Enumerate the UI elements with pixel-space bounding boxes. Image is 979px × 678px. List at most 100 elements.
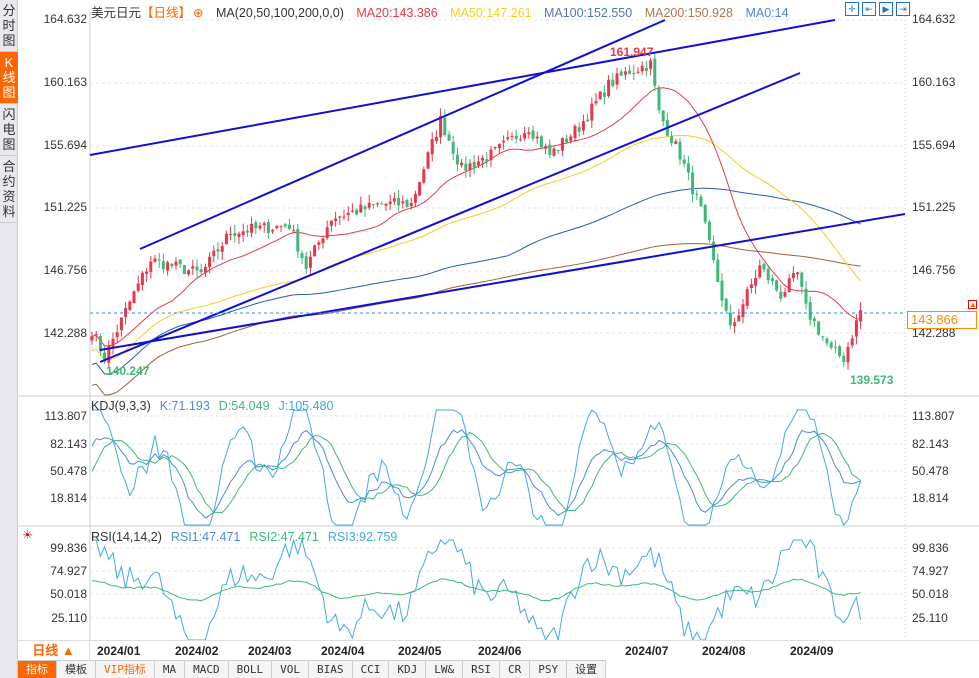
tab-psy[interactable]: PSY: [530, 661, 568, 678]
tab-rsi[interactable]: RSI: [463, 661, 500, 678]
candle-body: [644, 67, 648, 71]
sun-icon[interactable]: ☀: [22, 528, 33, 542]
candle-body: [296, 229, 300, 252]
candle-body: [451, 142, 455, 154]
candle-body: [94, 334, 98, 336]
candle-body: [237, 233, 241, 238]
zoom-range-icon[interactable]: ⇤: [862, 2, 876, 16]
ma-settings[interactable]: MA(20,50,100,200,0,0): [216, 6, 344, 20]
play-icon[interactable]: ▶: [879, 2, 893, 16]
candle-body: [502, 140, 506, 143]
tab-kdj[interactable]: KDJ: [389, 661, 427, 678]
candle-body: [670, 136, 674, 144]
tab-template[interactable]: 模板: [57, 661, 96, 678]
date-label: 2024/09: [790, 644, 834, 658]
candle-body: [560, 138, 564, 151]
tab-macd[interactable]: MACD: [185, 661, 229, 678]
candle-body: [686, 163, 690, 173]
candle-body: [317, 242, 321, 245]
rsi-axis-right: 74.927: [912, 564, 949, 578]
candle-body: [212, 250, 216, 257]
candle-body: [628, 70, 632, 74]
candle-body: [287, 224, 291, 229]
candle-body: [170, 263, 174, 267]
candle-body: [128, 301, 132, 311]
sidebar-tab-contract-info[interactable]: 合约资料: [0, 156, 18, 223]
symbol-name: 美元日元: [91, 6, 142, 20]
rsi-label[interactable]: RSI(14,14,2): [91, 530, 162, 544]
indicator-tabs: 指标 模板 VIP指标 MA MACD BOLL VOL BIAS CCI KD…: [18, 660, 607, 678]
tab-indicators[interactable]: 指标: [18, 661, 57, 678]
candle-body: [430, 139, 434, 155]
candle-body: [258, 225, 262, 229]
candle-body: [842, 355, 846, 362]
price-axis-label: 146.756: [43, 263, 87, 277]
ma50-line: [91, 134, 861, 361]
tab-settings[interactable]: 设置: [567, 661, 607, 678]
tab-cr[interactable]: CR: [500, 661, 531, 678]
crosshair-icon[interactable]: ⊕: [193, 6, 204, 20]
candle-body: [140, 272, 144, 286]
candle-body: [548, 144, 552, 156]
sidebar-tab-timeshare[interactable]: 分时图: [0, 0, 18, 52]
ma20-value: MA20:143.386: [356, 6, 438, 20]
candle-body: [598, 91, 602, 100]
tab-cci[interactable]: CCI: [353, 661, 390, 678]
high-price-label: 161.947: [610, 45, 654, 59]
candle-body: [640, 65, 644, 72]
candle-body: [749, 284, 753, 288]
candle-body: [510, 136, 514, 138]
candle-body: [157, 259, 161, 261]
candle-body: [350, 210, 354, 212]
goto-end-icon[interactable]: ⇥: [896, 2, 910, 16]
date-label: 2024/03: [248, 644, 292, 658]
kline-chart[interactable]: [0, 0, 979, 640]
candle-body: [342, 216, 346, 218]
sidebar-tab-flash[interactable]: 闪电图: [0, 104, 18, 156]
tab-bias[interactable]: BIAS: [309, 661, 353, 678]
candle-body: [468, 163, 472, 170]
candle-body: [707, 221, 711, 241]
rsi1-value: RSI1:47.471: [170, 530, 241, 544]
date-axis: 日线 ▲ 2024/01 2024/02 2024/03 2024/04 202…: [18, 640, 979, 661]
candle-body: [338, 216, 342, 218]
candle-body: [250, 223, 254, 233]
candle-body: [569, 136, 573, 141]
crosshair-tool-icon[interactable]: ✛: [845, 2, 859, 16]
candle-body: [384, 203, 388, 206]
candle-body: [817, 321, 821, 335]
candle-body: [493, 146, 497, 149]
candle-body: [699, 196, 703, 207]
alert-icon[interactable]: ▲: [968, 300, 977, 309]
tab-lw[interactable]: LW&: [426, 661, 464, 678]
kdj-label[interactable]: KDJ(9,3,3): [91, 399, 151, 413]
candle-body: [737, 315, 741, 322]
candle-body: [565, 138, 569, 143]
kdj-k-line: [91, 429, 861, 519]
candle-body: [229, 234, 233, 236]
period-selector[interactable]: 日线 ▲: [18, 641, 90, 661]
tab-ma[interactable]: MA: [155, 661, 186, 678]
sidebar-tab-kline[interactable]: K线图: [0, 52, 18, 104]
candle-body: [527, 132, 531, 135]
date-label: 2024/07: [625, 644, 669, 658]
tab-boll[interactable]: BOLL: [229, 661, 273, 678]
price-axis-right: 164.632: [912, 12, 956, 26]
candle-body: [783, 292, 787, 297]
candle-body: [334, 218, 338, 222]
candle-body: [472, 161, 476, 168]
tab-vol[interactable]: VOL: [272, 661, 309, 678]
candle-body: [775, 280, 779, 291]
candle-body: [581, 121, 585, 131]
candle-body: [691, 172, 695, 195]
candle-body: [762, 263, 766, 270]
candle-body: [397, 197, 401, 206]
candle-body: [556, 150, 560, 152]
candle-body: [636, 71, 640, 73]
sidebar: 分时图 K线图 闪电图 合约资料: [0, 0, 18, 678]
candle-body: [119, 317, 123, 331]
ma200-value: MA200:150.928: [644, 6, 733, 20]
candle-body: [594, 101, 598, 104]
date-label: 2024/05: [398, 644, 442, 658]
tab-vip[interactable]: VIP指标: [96, 661, 155, 678]
